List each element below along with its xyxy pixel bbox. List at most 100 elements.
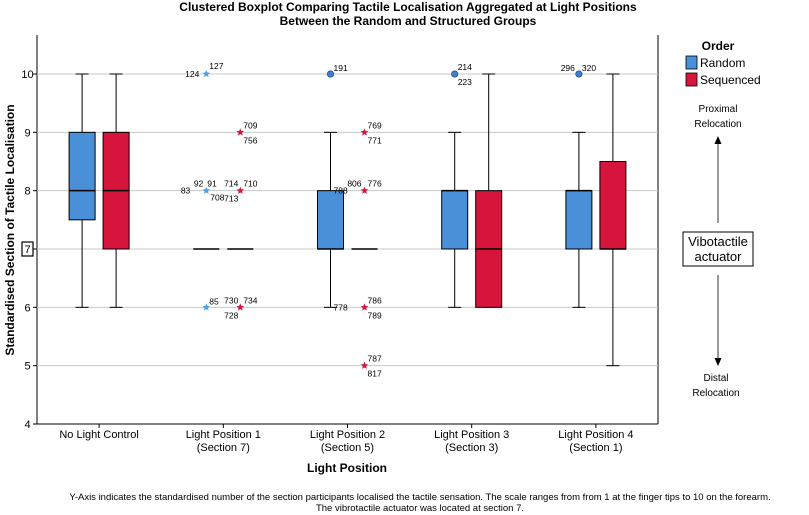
outlier-label-92: 92 [194, 179, 204, 189]
iqr-box-random-2 [317, 190, 344, 250]
outlier-label-769: 769 [368, 120, 382, 130]
proximal-arrow-head-icon [714, 136, 722, 144]
outlier-label-787: 787 [368, 354, 382, 364]
outlier-label-708: 708 [210, 193, 224, 203]
actuator-label-line2: actuator [695, 249, 743, 264]
box-random-0 [68, 73, 96, 308]
box-random-3 [441, 131, 469, 308]
proximal-label-line2: Relocation [694, 119, 741, 130]
outlier-label-714: 714 [224, 179, 238, 189]
outlier-label-786: 786 [368, 295, 382, 305]
outlier-label-710: 710 [243, 179, 257, 189]
outlier-label-730: 730 [224, 295, 238, 305]
outlier-label-85: 85 [209, 296, 219, 306]
outlier-label-214: 214 [458, 62, 472, 72]
outlier-label-713: 713 [224, 194, 238, 204]
x-tick-label-2: Light Position 2 [310, 429, 385, 441]
y-tick-labels: 4 5 6 7 8 9 10 [21, 69, 37, 431]
box-sequenced-0 [102, 73, 130, 308]
y-axis-label: Standardised Section of Tactile Localisa… [3, 104, 17, 355]
y-tick-highlight-box [21, 241, 34, 257]
outlier-label-91: 91 [207, 179, 217, 189]
x-tick-label-3: Light Position 3 [434, 429, 509, 441]
chart-title-line1: Clustered Boxplot Comparing Tactile Loca… [179, 0, 637, 14]
gridlines [37, 73, 658, 367]
outlier-marker-random-4-10 [575, 70, 583, 78]
box-sequenced-3 [475, 73, 503, 308]
legend-swatch-random [685, 55, 698, 70]
outlier-label-806: 806 [347, 179, 361, 189]
iqr-box-random-0 [68, 131, 96, 221]
outlier-label-778: 778 [334, 302, 348, 312]
x-tick-sublabel-3: (Section 3) [445, 442, 498, 454]
box-random-2 [317, 131, 344, 308]
outlier-marker-random-2-10 [326, 70, 335, 78]
iqr-box-random-3 [441, 190, 469, 250]
x-tick-sublabel-1: (Section 7) [197, 442, 250, 454]
extreme-marker-sequenced-2-8 [360, 186, 369, 194]
extreme-marker-random-1-10 [202, 70, 211, 78]
outlier-label-191: 191 [334, 63, 348, 73]
extreme-marker-random-1-8 [202, 186, 211, 194]
x-tick-labels: No Light Control Light Position 1(Section… [59, 424, 634, 454]
outlier-label-127: 127 [209, 61, 223, 71]
y-tick-label-4: 4 [24, 419, 30, 431]
distal-arrow-head-icon [714, 358, 722, 366]
extreme-marker-sequenced-1-6 [236, 303, 245, 311]
legend-title: Order [702, 39, 735, 53]
extreme-marker-sequenced-2-6 [360, 303, 369, 311]
outlier-label-788: 788 [334, 186, 348, 196]
outlier-label-817: 817 [368, 369, 382, 379]
chart-title-line2: Between the Random and Structured Groups [280, 14, 537, 28]
outlier-label-296: 296 [561, 63, 575, 73]
outlier-label-776: 776 [368, 179, 382, 189]
y-tick-label-6: 6 [24, 302, 30, 314]
x-tick-sublabel-4: (Section 1) [569, 442, 622, 454]
legend-label-random: Random [700, 56, 745, 70]
extreme-marker-random-1-6 [202, 303, 211, 311]
y-tick-label-8: 8 [24, 186, 30, 198]
y-tick-label-9: 9 [24, 127, 30, 139]
legend-swatch-sequenced [685, 72, 698, 87]
x-tick-label-1: Light Position 1 [186, 429, 261, 441]
x-axis-label: Light Position [307, 461, 387, 475]
outlier-label-771: 771 [368, 135, 382, 145]
footnote-line2: The vibrotactile actuator was located at… [316, 503, 524, 514]
outlier-label-709: 709 [243, 120, 257, 130]
side-annotations: Proximal Relocation Vibotactile actuator… [682, 104, 754, 399]
legend-label-sequenced: Sequenced [700, 73, 761, 87]
outlier-label-320: 320 [582, 63, 596, 73]
footnote-line1: Y-Axis indicates the standardised number… [69, 492, 770, 503]
x-tick-label-0: No Light Control [59, 429, 139, 441]
actuator-box [682, 231, 754, 267]
x-tick-sublabel-2: (Section 5) [321, 442, 374, 454]
outlier-label-789: 789 [368, 310, 382, 320]
extreme-marker-sequenced-2-5 [360, 361, 369, 369]
extreme-marker-sequenced-1-8 [236, 186, 245, 194]
outlier-label-734: 734 [243, 295, 257, 305]
iqr-box-sequenced-4 [599, 161, 627, 250]
extreme-marker-sequenced-2-9 [360, 128, 369, 136]
outlier-label-223: 223 [458, 77, 472, 87]
outlier-label-83: 83 [181, 186, 191, 196]
box-random-4 [565, 131, 593, 308]
boxes [68, 73, 627, 367]
outlier-label-728: 728 [224, 310, 238, 320]
outlier-marker-random-3-10 [451, 70, 459, 78]
distal-label-line1: Distal [703, 373, 728, 384]
extreme-marker-sequenced-1-9 [236, 128, 245, 136]
distal-label-line2: Relocation [692, 388, 739, 399]
outlier-label-124: 124 [185, 69, 199, 79]
legend: Order Random Sequenced [685, 39, 761, 87]
y-tick-label-10: 10 [21, 69, 33, 81]
proximal-label-line1: Proximal [699, 104, 738, 115]
x-tick-label-4: Light Position 4 [558, 429, 633, 441]
y-tick-label-5: 5 [24, 361, 30, 373]
outlier-label-756: 756 [243, 135, 257, 145]
iqr-box-random-4 [565, 190, 593, 250]
box-sequenced-4 [599, 73, 627, 367]
actuator-label-line1: Vibotactile [688, 234, 748, 249]
y-tick-label-7: 7 [24, 244, 30, 256]
